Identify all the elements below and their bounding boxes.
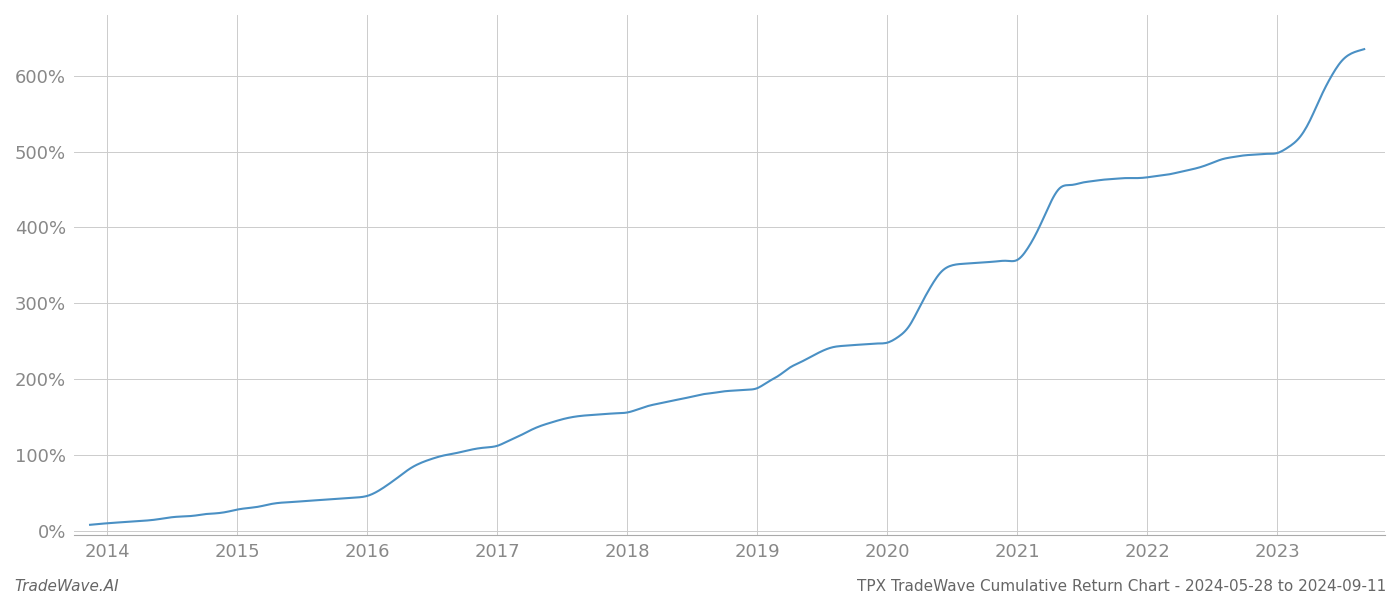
Text: TradeWave.AI: TradeWave.AI (14, 579, 119, 594)
Text: TPX TradeWave Cumulative Return Chart - 2024-05-28 to 2024-09-11: TPX TradeWave Cumulative Return Chart - … (857, 579, 1386, 594)
